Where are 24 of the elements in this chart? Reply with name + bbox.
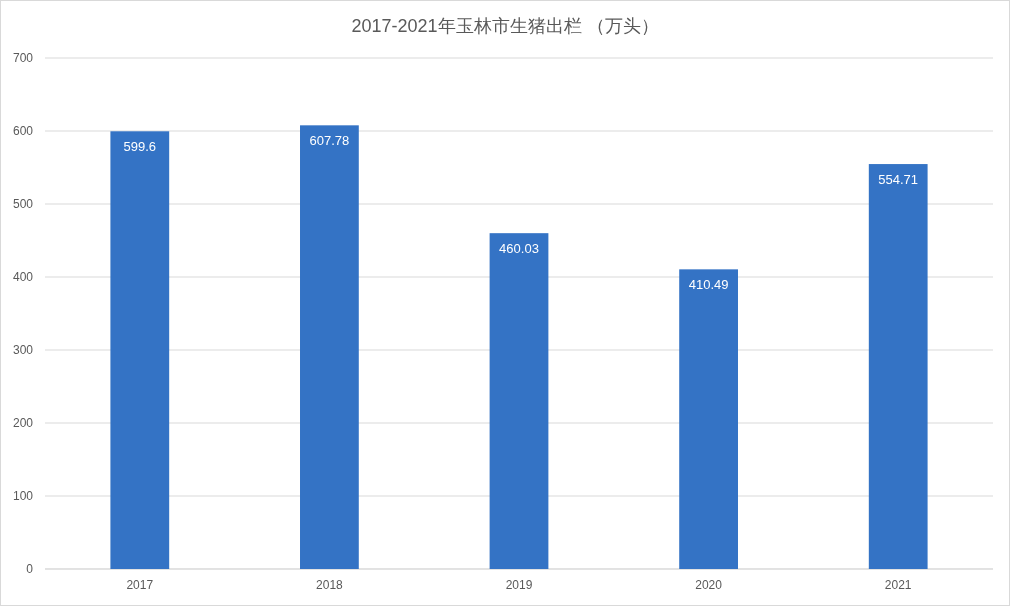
y-tick-label: 300 (12, 343, 34, 357)
bar (489, 233, 549, 569)
y-tick-label: 700 (12, 51, 34, 65)
bar (110, 131, 170, 569)
y-tick-label: 0 (26, 562, 34, 576)
data-label: 599.6 (123, 139, 157, 155)
y-tick-label: 400 (12, 270, 34, 284)
data-label: 554.71 (878, 172, 919, 188)
chart-title: 2017-2021年玉林市生猪出栏 （万头） (351, 16, 659, 36)
data-label: 410.49 (688, 277, 729, 293)
bar (868, 164, 928, 569)
x-tick-label: 2019 (505, 578, 533, 592)
x-tick-label: 2020 (695, 578, 723, 592)
x-tick-label: 2021 (884, 578, 912, 592)
y-tick-label: 600 (12, 124, 34, 138)
x-tick-label: 2018 (316, 578, 344, 592)
bar (300, 125, 359, 569)
y-tick-label: 100 (12, 489, 34, 503)
data-label: 607.78 (309, 133, 350, 149)
y-tick-label: 200 (12, 416, 34, 430)
bar (679, 269, 738, 569)
data-label: 460.03 (499, 241, 539, 257)
x-tick-label: 2017 (126, 578, 154, 592)
y-tick-label: 500 (12, 197, 34, 211)
